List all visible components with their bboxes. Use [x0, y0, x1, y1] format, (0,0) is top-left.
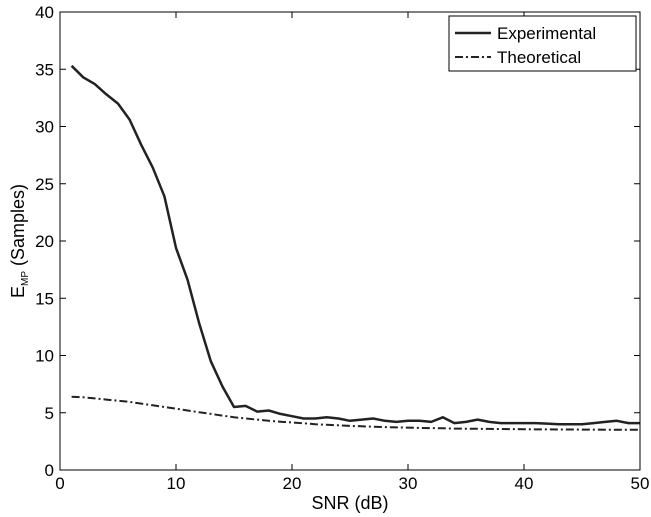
- y-tick-label: 10: [35, 347, 54, 366]
- y-tick-label: 5: [45, 404, 54, 423]
- legend: Experimental Theoretical: [448, 15, 637, 72]
- x-tick-label: 30: [399, 474, 418, 493]
- y-tick-label: 25: [35, 175, 54, 194]
- x-tick-label: 50: [631, 474, 650, 493]
- y-tick-label: 20: [35, 232, 54, 251]
- x-axis-title: SNR (dB): [311, 493, 388, 513]
- y-axis-title-rest: (Samples): [8, 184, 28, 271]
- y-axis-title: EMP (Samples): [8, 184, 31, 298]
- x-tick-label: 40: [515, 474, 534, 493]
- y-tick-label: 40: [35, 3, 54, 22]
- legend-label-theoretical: Theoretical: [497, 48, 581, 67]
- series-line-theoretical: [71, 395, 640, 431]
- legend-label-experimental: Experimental: [497, 24, 596, 43]
- y-tick-label: 30: [35, 118, 54, 137]
- y-tick-label: 0: [45, 461, 54, 480]
- x-tick-label: 10: [167, 474, 186, 493]
- plot-frame: [59, 11, 641, 471]
- series-layer: [70, 64, 640, 431]
- x-tick-label: 20: [283, 474, 302, 493]
- x-tick-label: 0: [55, 474, 64, 493]
- y-tick-label: 15: [35, 289, 54, 308]
- series-line-experimental: [70, 64, 640, 426]
- y-axis-title-main: E: [8, 286, 28, 298]
- legend-box: [448, 15, 637, 72]
- y-axis-title-subscript: MP: [20, 271, 31, 286]
- y-tick-label: 35: [35, 60, 54, 79]
- svg-text:EMP (Samples): EMP (Samples): [8, 184, 31, 298]
- plot-background: [60, 12, 640, 470]
